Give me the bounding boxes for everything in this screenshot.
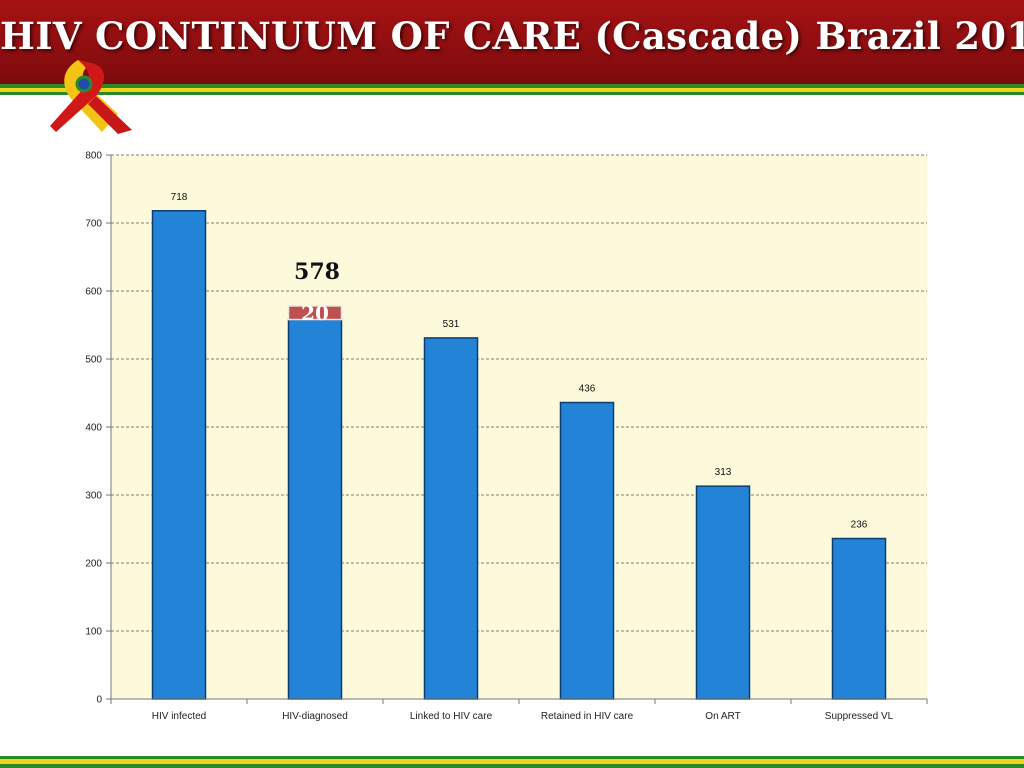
awareness-ribbon-brazil-icon [50, 60, 132, 134]
header-stripe-green-lower [0, 92, 1024, 95]
x-tick-label: Retained in HIV care [541, 711, 634, 722]
x-tick-label: HIV infected [152, 711, 206, 722]
bar [831, 537, 887, 700]
bar-total-label: 578 [294, 259, 340, 285]
x-tick-label: On ART [705, 711, 740, 722]
highlight-segment-label: 20 [301, 301, 329, 325]
data-label: 531 [443, 319, 460, 330]
y-tick-label: 400 [85, 423, 102, 434]
title-banner [0, 0, 1024, 84]
bar [151, 210, 207, 700]
bar [287, 318, 343, 700]
y-tick-label: 200 [85, 559, 102, 570]
data-label: 313 [715, 467, 732, 478]
y-tick-label: 0 [96, 695, 102, 706]
header-stripe-green [0, 84, 1024, 88]
header-stripe-yellow [0, 88, 1024, 92]
y-tick-label: 100 [85, 627, 102, 638]
x-tick-label: Linked to HIV care [410, 711, 493, 722]
x-tick-label: HIV-diagnosed [282, 711, 348, 722]
y-tick-label: 800 [85, 151, 102, 162]
footer-stripe-green [0, 756, 1024, 759]
bar [695, 485, 751, 700]
highlight-segment [287, 305, 343, 321]
bar [559, 401, 615, 700]
y-tick-label: 600 [85, 287, 102, 298]
x-tick-label: Suppressed VL [825, 711, 894, 722]
data-label: 436 [579, 384, 596, 395]
data-label: 236 [851, 520, 868, 531]
slide-title: HIV CONTINUUM OF CARE (Cascade) Brazil 2… [0, 14, 1024, 58]
footer-stripe-green-lower [0, 764, 1024, 768]
footer-stripe-yellow [0, 759, 1024, 764]
bar [423, 337, 479, 700]
y-tick-label: 700 [85, 219, 102, 230]
data-label: 718 [171, 192, 188, 203]
y-tick-label: 500 [85, 355, 102, 366]
y-tick-label: 300 [85, 491, 102, 502]
